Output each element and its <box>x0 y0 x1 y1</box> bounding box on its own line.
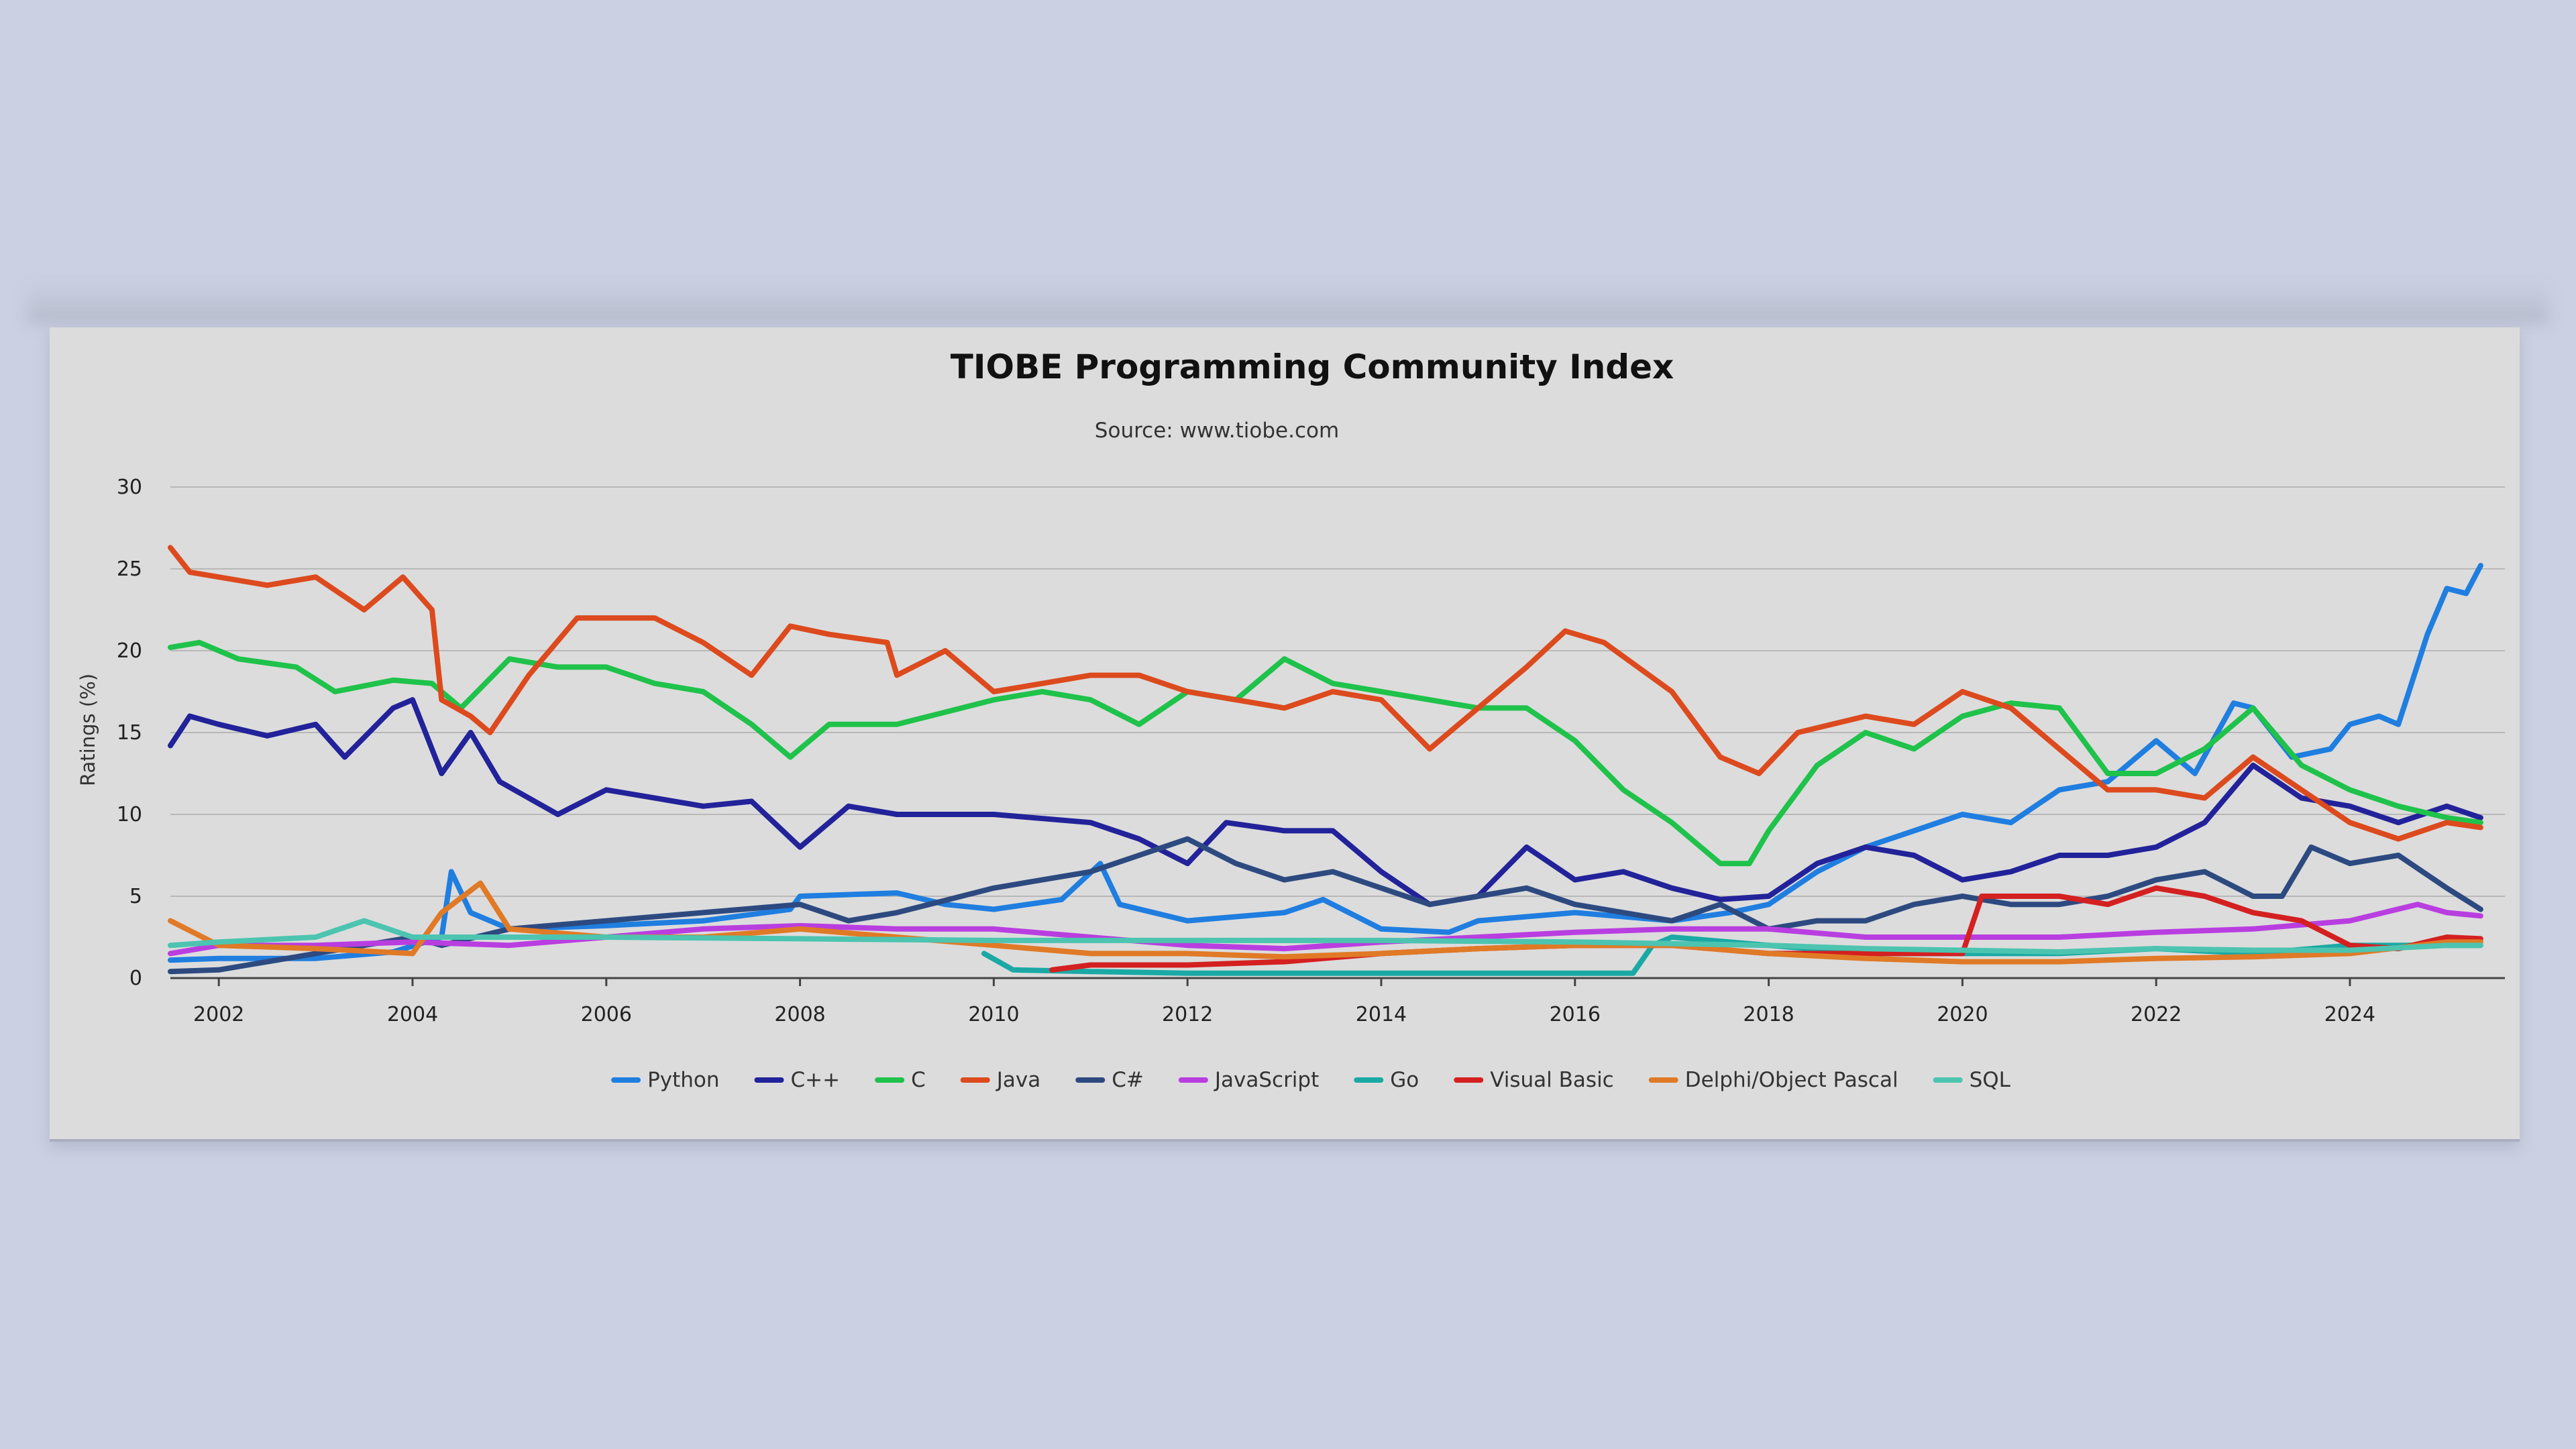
series-line-java <box>168 545 2483 842</box>
legend-item-java[interactable]: Java <box>960 1068 1040 1092</box>
y-tick-label: 15 <box>117 721 142 745</box>
y-tick-label: 0 <box>129 967 142 990</box>
y-axis-label: Ratings (%) <box>76 674 99 786</box>
series-line-c <box>168 697 2483 908</box>
legend-label: Python <box>647 1068 719 1092</box>
legend-label: Go <box>1390 1068 1419 1092</box>
legend-item-python[interactable]: Python <box>611 1068 720 1092</box>
x-tick-label: 2012 <box>1162 1003 1213 1026</box>
series-lines <box>168 545 2483 976</box>
legend-label: SQL <box>1970 1068 2011 1092</box>
legend-item-sql[interactable]: SQL <box>1933 1068 2011 1092</box>
legend-item-go[interactable]: Go <box>1354 1068 1419 1092</box>
x-tick-label: 2016 <box>1550 1003 1601 1026</box>
y-tick-label: 30 <box>117 476 142 499</box>
chart-subtitle: Source: www.tiobe.com <box>1095 419 1339 443</box>
legend-item-javascript[interactable]: JavaScript <box>1178 1068 1319 1092</box>
series-line-c <box>168 639 2483 867</box>
series-line-python <box>168 563 2483 963</box>
chart-panel: TIOBE Programming Community Index Source… <box>50 327 2520 1142</box>
legend-label: C# <box>1112 1068 1144 1092</box>
legend-label: Delphi/Object Pascal <box>1685 1068 1898 1092</box>
x-tick-label: 2014 <box>1356 1003 1407 1026</box>
line-chart: TIOBE Programming Community Index Source… <box>76 347 2505 1092</box>
x-tick-label: 2006 <box>581 1003 632 1026</box>
legend-item-c[interactable]: C <box>875 1068 926 1092</box>
legend-label: Visual Basic <box>1490 1068 1613 1092</box>
y-tick-label: 20 <box>117 639 142 663</box>
legend-label: JavaScript <box>1214 1068 1319 1092</box>
panel-shadow <box>27 280 2549 323</box>
y-tick-label: 5 <box>129 885 142 908</box>
chart-title: TIOBE Programming Community Index <box>951 347 1674 386</box>
legend-label: C <box>911 1068 926 1092</box>
legend-item-visual-basic[interactable]: Visual Basic <box>1454 1068 1614 1092</box>
series-line-c <box>168 836 2483 975</box>
legend-item-delphi-object-pascal[interactable]: Delphi/Object Pascal <box>1648 1068 1898 1092</box>
x-tick-label: 2020 <box>1937 1003 1988 1026</box>
legend-label: C++ <box>791 1068 841 1092</box>
legend-label: Java <box>996 1068 1040 1092</box>
x-tick-label: 2008 <box>774 1003 825 1026</box>
series-line-delphi-object-pascal <box>168 880 2483 965</box>
y-tick-label: 10 <box>117 803 142 826</box>
series-line-sql <box>168 918 2483 955</box>
legend-item-c[interactable]: C++ <box>754 1068 841 1092</box>
y-tick-label: 25 <box>117 557 142 581</box>
legend: Python C++ C Java C# JavaScript Go Visual Basic… <box>611 1068 2011 1092</box>
x-tick-label: 2024 <box>2324 1003 2375 1026</box>
x-tick-label: 2004 <box>387 1003 438 1026</box>
x-tick-label: 2018 <box>1743 1003 1794 1026</box>
x-tick-label: 2002 <box>193 1003 244 1026</box>
axes: 0 5 10 15 20 25 30 2002 2004 2006 2008 2010 2012 2014… <box>117 476 2505 1026</box>
x-tick-label: 2010 <box>968 1003 1019 1026</box>
legend-item-c[interactable]: C# <box>1075 1068 1144 1092</box>
x-tick-label: 2022 <box>2131 1003 2182 1026</box>
